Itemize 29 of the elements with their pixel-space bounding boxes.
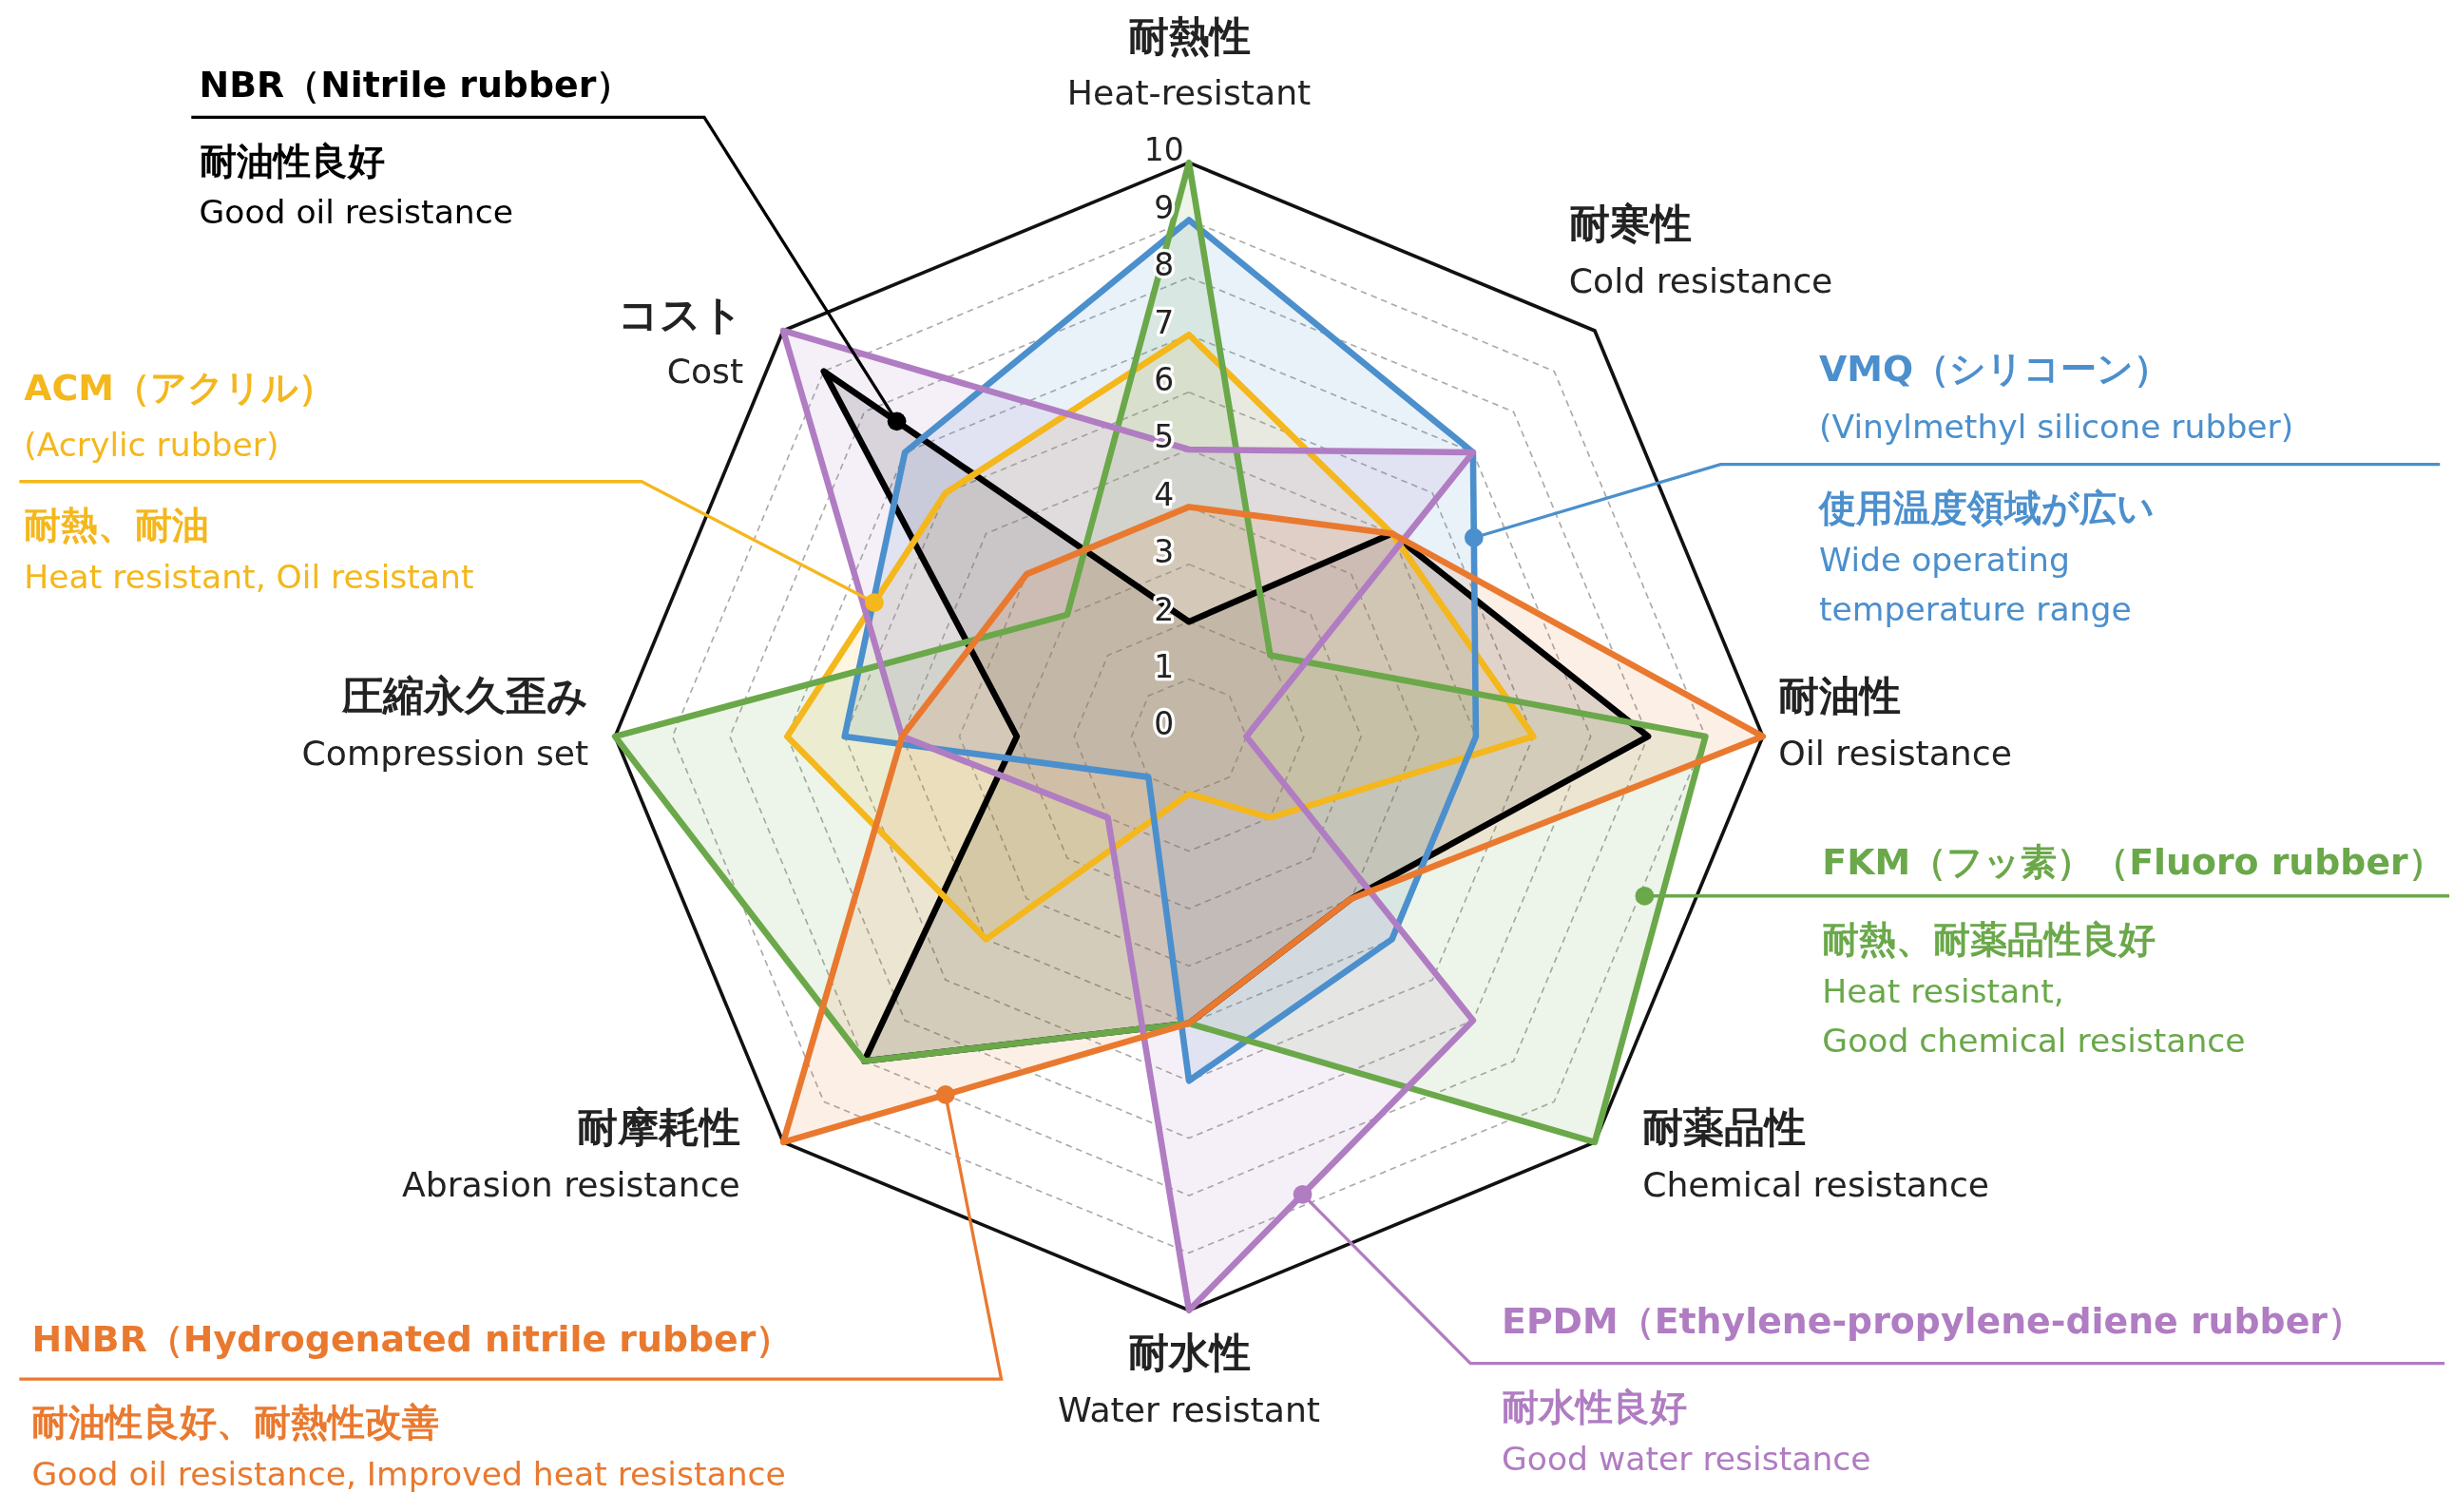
text: NBR（Nitrile rubber） xyxy=(199,64,633,106)
text: ACM（アクリル） (Acrylic rubber) xyxy=(24,367,335,465)
text: HNBR（Hydrogenated nitrile rubber） xyxy=(31,1317,793,1360)
text: 耐油性良好、耐熱性改善 Good oil resistance, Improved heat resistance xyxy=(31,1400,786,1494)
text: 耐油性良好 Good oil resistance xyxy=(199,138,513,232)
spoke-label: コスト Cost xyxy=(618,290,744,392)
y-tick-label: 4 xyxy=(1154,475,1175,513)
text: FKM（フッ素）（Fluoro rubber） xyxy=(1822,840,2444,883)
text: VMQ（シリコーン） (Vinylmethyl silicone rubber) xyxy=(1819,348,2294,446)
spoke-label: 耐油性 Oil resistance xyxy=(1778,671,2012,774)
spoke-label: 耐摩耗性 Abrasion resistance xyxy=(401,1103,740,1205)
y-tick-label: 9 xyxy=(1154,188,1175,226)
y-tick-label: 0 xyxy=(1154,705,1175,743)
text: EPDM（Ethylene-propylene-diene rubber） xyxy=(1502,1300,2364,1343)
y-tick-label: 1 xyxy=(1154,647,1175,685)
y-tick-label: 6 xyxy=(1154,360,1175,398)
y-tick-label: 7 xyxy=(1154,303,1175,341)
y-tick-label: 3 xyxy=(1154,533,1175,571)
text: 使用温度領域が広い Wide operating temperature range xyxy=(1817,485,2156,629)
text: 耐熱、耐薬品性良好 Heat resistant, Good chemical resistance xyxy=(1822,916,2246,1061)
spoke-label: 耐水性 Water resistant xyxy=(1057,1328,1321,1430)
y-tick-label: 5 xyxy=(1154,418,1175,456)
spoke-label: 耐熱性 Heat-resistant xyxy=(1066,11,1312,114)
spoke-label: 耐寒性 Cold resistance xyxy=(1568,200,1833,301)
text: 耐熱、耐油 Heat resistant, Oil resistant xyxy=(24,502,474,596)
spoke-label: 耐薬品性 Chemical resistance xyxy=(1642,1103,1990,1205)
y-tick-label: 10 xyxy=(1143,131,1184,169)
text: 耐水性良好 Good water resistance xyxy=(1502,1384,1871,1478)
spoke-label: 圧縮永久歪み Compression set xyxy=(301,671,589,774)
